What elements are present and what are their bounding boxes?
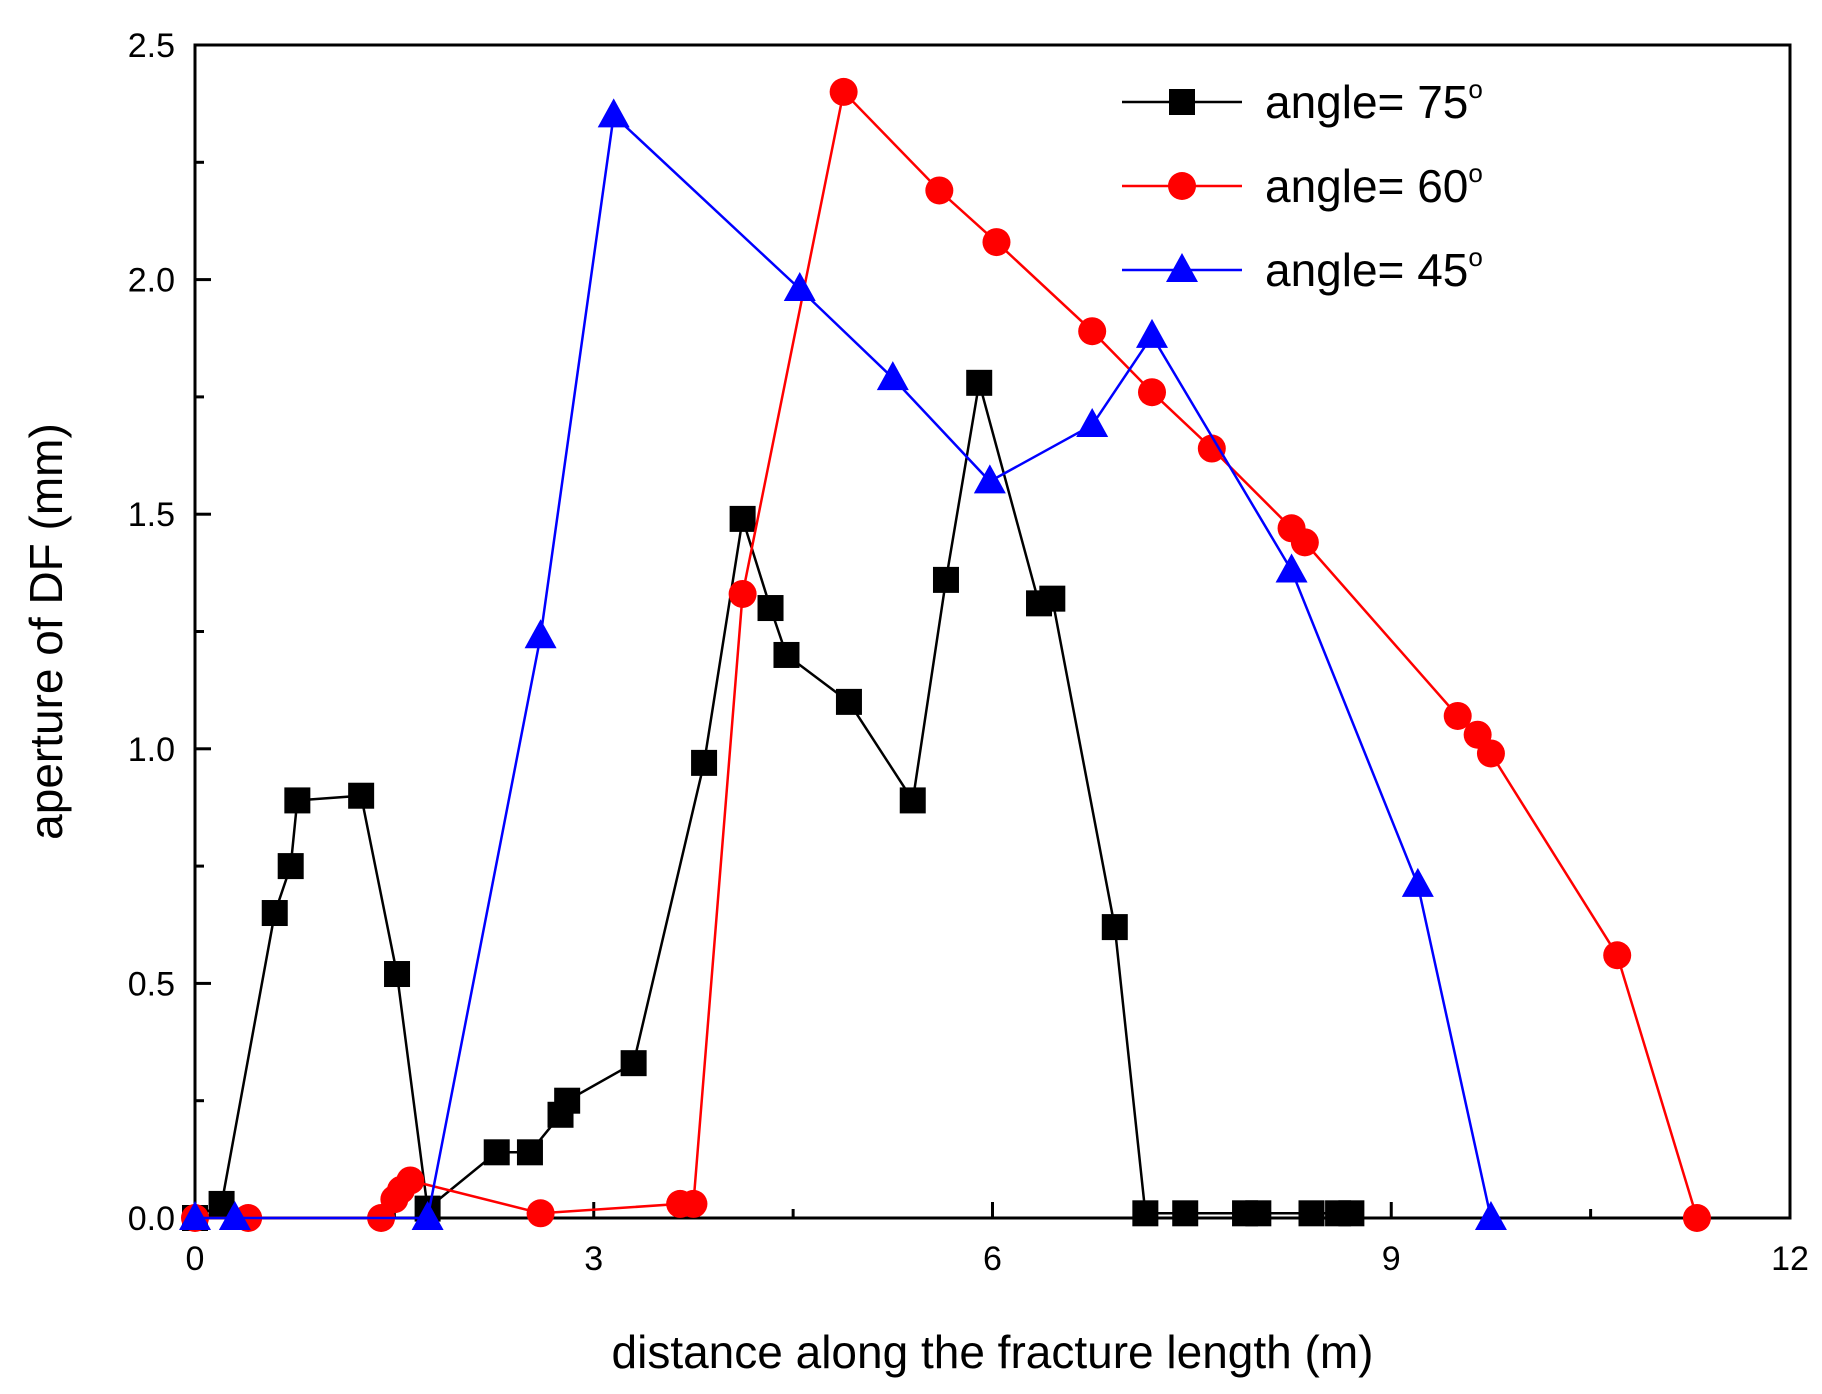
data-point xyxy=(1245,1200,1272,1227)
y-tick-label: 2.5 xyxy=(128,27,175,65)
series-triangle xyxy=(179,98,1507,1230)
data-point xyxy=(982,228,1011,257)
legend-marker xyxy=(1168,172,1196,200)
data-point xyxy=(516,1139,543,1166)
x-tick-label: 9 xyxy=(1382,1240,1401,1278)
data-point xyxy=(1136,318,1168,348)
y-tick-label: 1.0 xyxy=(128,731,175,769)
legend-marker xyxy=(1169,89,1195,115)
data-point xyxy=(1078,317,1107,346)
data-point xyxy=(348,782,375,809)
data-point xyxy=(1443,701,1472,730)
data-point xyxy=(597,98,630,128)
series-square xyxy=(182,369,1365,1231)
data-point xyxy=(1101,914,1128,941)
data-point xyxy=(1603,941,1632,970)
data-point xyxy=(835,688,862,715)
legend-marker xyxy=(1166,253,1198,282)
data-point xyxy=(973,464,1006,494)
plot-frame xyxy=(193,43,1792,1220)
data-point xyxy=(679,1189,708,1218)
data-point xyxy=(1401,867,1434,897)
x-tick-label: 0 xyxy=(186,1240,205,1278)
data-point xyxy=(783,271,816,301)
data-point xyxy=(1039,585,1066,612)
data-point xyxy=(411,1201,444,1230)
data-point xyxy=(396,1166,425,1195)
data-point xyxy=(729,505,756,532)
data-point xyxy=(284,787,311,814)
data-point xyxy=(829,77,858,106)
data-point xyxy=(1076,408,1109,438)
x-axis: 0 3 6 9 12 xyxy=(186,1202,1809,1278)
data-point xyxy=(932,566,959,593)
plot-border xyxy=(193,43,1792,1220)
series-circle xyxy=(181,77,1711,1232)
data-point xyxy=(876,361,909,391)
data-point xyxy=(277,853,304,880)
data-point xyxy=(526,1199,555,1228)
data-point xyxy=(384,961,411,988)
legend: angle= 75o angle= 60o angle= 45o xyxy=(1122,74,1483,296)
data-point xyxy=(179,1201,211,1230)
data-point xyxy=(620,1050,647,1077)
legend-label: angle= 60o xyxy=(1265,158,1483,212)
data-point xyxy=(1172,1200,1199,1227)
data-point xyxy=(966,369,993,396)
legend-label: angle= 75o xyxy=(1265,74,1483,128)
x-tick-label: 6 xyxy=(983,1240,1002,1278)
data-point xyxy=(554,1087,581,1114)
data-point xyxy=(1290,528,1319,557)
data-point xyxy=(1338,1200,1365,1227)
y-tick-label: 1.5 xyxy=(128,496,175,534)
data-point xyxy=(773,641,800,668)
data-point xyxy=(925,176,954,205)
x-tick-label: 3 xyxy=(584,1240,603,1278)
data-point xyxy=(728,579,757,608)
legend-label: angle= 45o xyxy=(1265,242,1483,296)
y-tick-label: 0.0 xyxy=(128,1200,175,1238)
y-tick-label: 2.0 xyxy=(128,262,175,300)
data-point xyxy=(1298,1200,1325,1227)
y-axis-title: aperture of DF (mm) xyxy=(20,423,72,840)
y-axis: 0.0 0.5 1.0 1.5 2.0 2.5 xyxy=(128,27,211,1238)
data-point xyxy=(218,1201,251,1230)
data-point xyxy=(1132,1200,1159,1227)
y-tick-label: 0.5 xyxy=(128,965,175,1003)
data-point xyxy=(757,595,784,622)
data-point xyxy=(1682,1204,1711,1232)
series-layer xyxy=(179,77,1711,1232)
x-axis-title: distance along the fracture length (m) xyxy=(612,1326,1374,1378)
data-point xyxy=(261,900,288,927)
data-point xyxy=(524,619,557,649)
data-point xyxy=(1275,553,1308,583)
data-point xyxy=(1197,434,1226,463)
data-point xyxy=(1474,1201,1507,1230)
data-point xyxy=(1476,739,1505,768)
data-point xyxy=(691,749,718,776)
x-tick-label: 12 xyxy=(1771,1240,1809,1278)
data-point xyxy=(483,1139,510,1166)
data-point xyxy=(1138,378,1166,407)
data-point xyxy=(899,787,926,814)
